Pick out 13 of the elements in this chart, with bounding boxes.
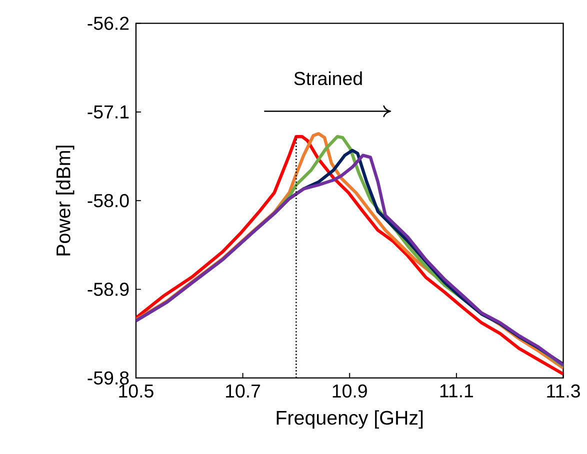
x-tick-label: 10.9 (332, 384, 367, 398)
x-tick-label: 10.5 (119, 384, 154, 398)
y-tick-label: -56.2 (88, 16, 129, 30)
annotation: Strained (294, 72, 362, 86)
x-axis-title: Frequency [GHz] (276, 410, 423, 429)
x-tick-label: 10.7 (226, 384, 260, 398)
y-tick-label: -58.0 (88, 194, 129, 208)
x-tick-label: 11.3 (547, 384, 580, 398)
x-tick-label: 11.1 (440, 384, 474, 398)
y-tick-label: -57.1 (88, 106, 129, 119)
y-tick-label: -58.9 (88, 282, 129, 296)
y-axis-title: Power [dBm] (56, 146, 74, 256)
y-tick-label: -59.8 (88, 372, 129, 385)
